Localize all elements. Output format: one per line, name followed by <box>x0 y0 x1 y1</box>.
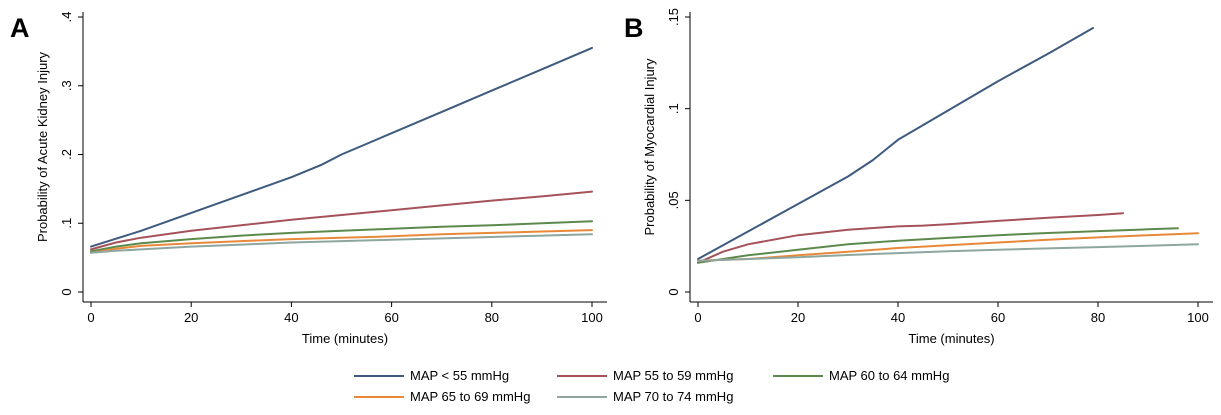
legend-label-4: MAP 65 to 69 mmHg <box>410 389 530 404</box>
panel-b-plot: 0 20 40 60 80 100 0 .05 .1 .15 Time (minutes) Proba… <box>642 8 1213 346</box>
panel-a-series-line-5 <box>90 233 593 254</box>
panel-a-y-tick-label: .1 <box>59 218 74 229</box>
panel-a-series-line-3 <box>90 220 593 253</box>
panel-a-x-tick-label: 100 <box>581 310 603 325</box>
panel-a-label: A <box>10 13 30 43</box>
panel-a-series-line-2 <box>90 190 593 251</box>
panel-a-y-tick-label: .3 <box>59 80 74 91</box>
panel-b-x-tick-label: 80 <box>1091 310 1105 325</box>
panel-b-x-tick-label: 40 <box>891 310 905 325</box>
panel-a-x-tick-label: 20 <box>184 310 198 325</box>
legend-label-1: MAP < 55 mmHg <box>410 368 509 383</box>
legend-label-2: MAP 55 to 59 mmHg <box>613 368 733 383</box>
panel-b-y-axis-title: Probability of Myocardial Injury <box>642 58 657 236</box>
panel-a-x-axis-title: Time (minutes) <box>302 331 388 346</box>
panel-a-y-tick-label: 0 <box>59 288 74 295</box>
panel-b-series-line-3 <box>697 227 1179 264</box>
legend: MAP < 55 mmHg MAP 55 to 59 mmHg MAP 60 to … <box>354 368 949 404</box>
panel-b-series-line-5 <box>697 243 1199 262</box>
panel-b-y-tick-label: .1 <box>666 103 681 114</box>
panel-a-y-tick-label: .2 <box>59 149 74 160</box>
panel-b-y-tick-label: .15 <box>666 8 681 26</box>
panel-b-series-line-2 <box>697 212 1124 264</box>
panel-b-x-axis-title: Time (minutes) <box>908 331 994 346</box>
panel-a-x-tick-label: 80 <box>485 310 499 325</box>
panel-a-x-tick-label: 0 <box>87 310 94 325</box>
panel-a-series-line-4 <box>90 229 593 254</box>
panel-b-x-tick-label: 20 <box>791 310 805 325</box>
panel-b-x-tick-label: 100 <box>1187 310 1209 325</box>
panel-a-x-tick-label: 40 <box>284 310 298 325</box>
panel-b-x-tick-label: 60 <box>991 310 1005 325</box>
panel-b-y-tick-label: 0 <box>666 288 681 295</box>
panel-b-series-line-4 <box>697 232 1199 262</box>
panel-a-x-tick-label: 60 <box>384 310 398 325</box>
legend-label-5: MAP 70 to 74 mmHg <box>613 389 733 404</box>
panel-a-y-tick-label: .4 <box>59 12 74 23</box>
panel-b-x-tick-label: 0 <box>694 310 701 325</box>
panel-b-series-line-1 <box>697 27 1094 260</box>
legend-label-3: MAP 60 to 64 mmHg <box>829 368 949 383</box>
panel-b-y-tick-label: .05 <box>666 191 681 209</box>
panel-a-plot: 0 20 40 60 80 100 0 .1 .2 .3 .4 Time (minutes) Proba… <box>35 12 607 346</box>
panel-a-y-axis-title: Probability of Acute Kidney Injury <box>35 51 50 242</box>
panel-b-label: B <box>624 13 644 43</box>
panel-a-series-line-1 <box>90 46 593 248</box>
